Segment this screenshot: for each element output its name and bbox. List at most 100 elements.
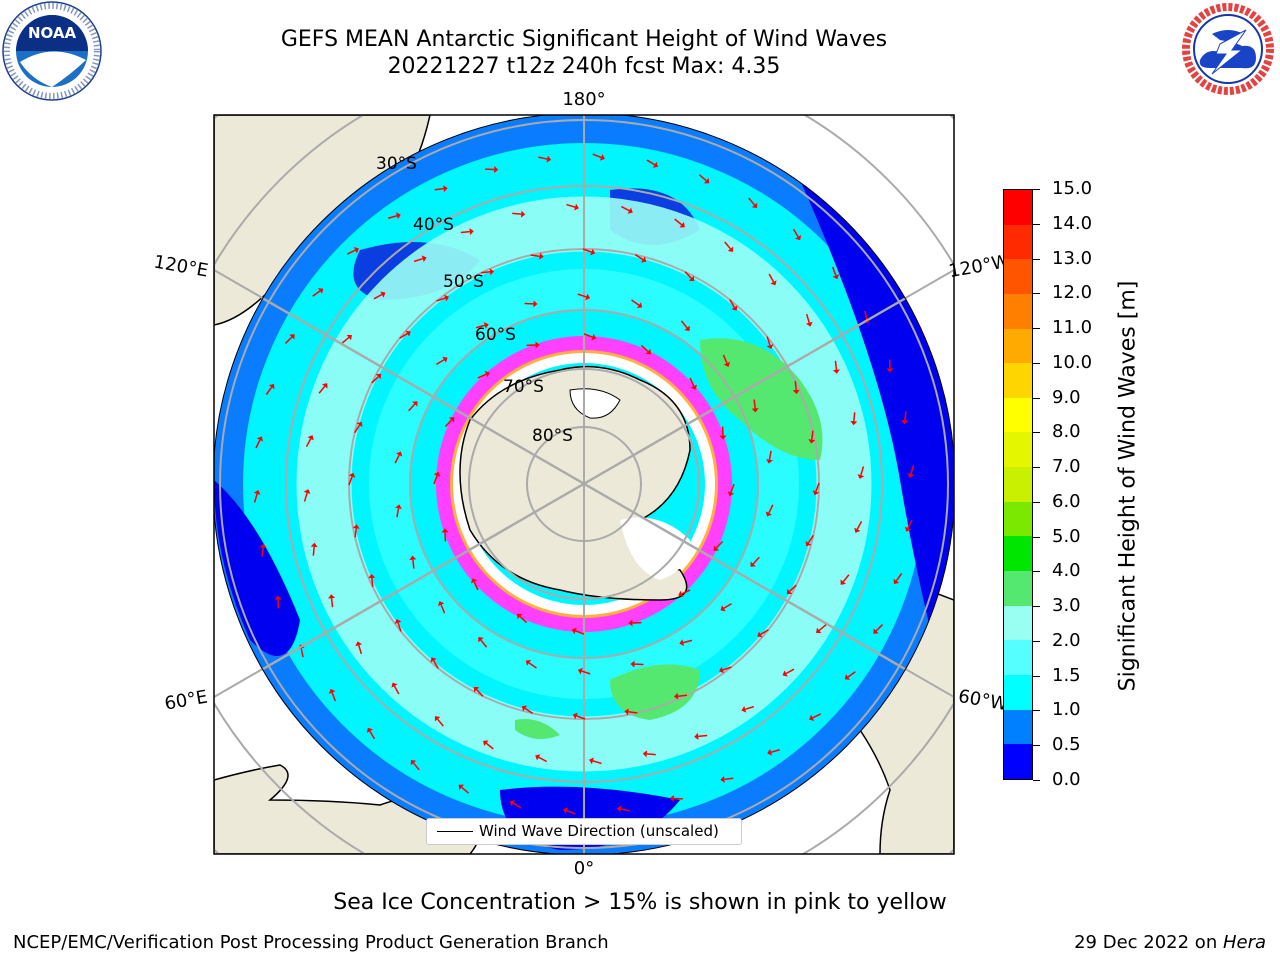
wind-arrow-shaft	[812, 713, 822, 719]
wind-arrow-head	[636, 302, 643, 309]
map-subtitle-forecast: 20221227 t12z 240h fcst Max: 4.35	[387, 54, 781, 79]
wind-arrow-head	[907, 473, 915, 478]
wind-arrow-shaft	[348, 476, 353, 486]
wind-arrow-head	[673, 692, 679, 700]
wind-arrow-head	[563, 807, 569, 814]
colorbar-tick-label: 13.0	[1052, 247, 1093, 269]
colorbar-tick-label: 2.0	[1052, 629, 1081, 651]
wind-arrow-shaft	[436, 359, 445, 365]
colorbar-tick-label: 0.5	[1052, 734, 1081, 756]
wind-arrow-head	[727, 246, 734, 252]
wind-arrow-shaft	[346, 249, 356, 255]
wind-arrow-head	[832, 274, 840, 280]
wind-arrow-head	[443, 185, 448, 193]
wind-arrow-shaft	[432, 660, 439, 669]
wind-arrow-head	[355, 641, 363, 647]
colorbar-tick-label: 10.0	[1052, 351, 1093, 373]
lon-label-120w: 120°W	[947, 251, 1011, 282]
colorbar-tick-mark	[1033, 571, 1040, 573]
wind-arrow-shaft	[255, 439, 261, 449]
wind-arrow-head	[765, 511, 772, 517]
wind-arrow-shaft	[907, 519, 913, 529]
wind-arrow-head	[353, 247, 359, 254]
wind-arrow-head	[669, 794, 674, 802]
wind-arrow-shaft	[330, 598, 334, 608]
wind-arrow-shaft	[677, 694, 687, 697]
wind-arrow-shaft	[807, 534, 814, 544]
footer-date: 29 Dec 2022 on Hera	[1074, 932, 1266, 953]
wind-arrow-shaft	[842, 574, 850, 583]
wind-arrow-shaft	[640, 344, 649, 353]
wind-arrow-head	[253, 490, 261, 495]
wind-arrow-shaft	[724, 777, 734, 781]
wind-arrow-head	[577, 667, 583, 675]
wind-arrow-head	[812, 490, 820, 496]
wind-arrow-shaft	[646, 159, 656, 166]
colorbar-segment	[1004, 605, 1032, 641]
wind-arrow-head	[356, 421, 363, 428]
wind-arrow-head	[307, 435, 314, 441]
wind-arrow-head	[751, 408, 759, 413]
wind-arrow-head	[375, 373, 382, 380]
colorbar-tick-label: 6.0	[1052, 490, 1081, 512]
lat-label-50s: 50°S	[443, 272, 484, 292]
colorbar-tick-mark	[1033, 675, 1040, 677]
wind-arrow-head	[421, 255, 427, 263]
wind-arrow-head	[520, 210, 526, 218]
wind-arrow-shaft	[480, 639, 488, 648]
wind-arrow-shaft	[436, 297, 446, 302]
wind-arrow-shaft	[512, 212, 522, 215]
wind-arrow-shaft	[680, 320, 688, 329]
wind-arrow-shaft	[519, 615, 528, 624]
wind-arrow-head	[348, 472, 356, 478]
wind-arrow-head	[441, 528, 449, 533]
wind-arrow-shaft	[408, 403, 416, 412]
wind-arrow-shaft	[582, 248, 592, 253]
wind-arrow-shaft	[388, 215, 398, 219]
colorbar-tick-mark	[1033, 189, 1040, 190]
wind-arrow-shaft	[768, 504, 774, 514]
colorbar-tick-mark	[1033, 606, 1040, 608]
wind-arrow-shaft	[856, 520, 863, 530]
wind-arrow-shaft	[818, 624, 827, 632]
wind-arrow-head	[840, 579, 846, 585]
wind-arrow-shaft	[895, 573, 903, 582]
wind-arrow-head	[854, 527, 861, 533]
wind-arrow-shaft	[792, 228, 799, 238]
wind-arrow-head	[395, 504, 402, 509]
wind-arrow-head	[850, 420, 858, 426]
colorbar-segment	[1004, 224, 1032, 260]
wind-arrow-head	[484, 370, 490, 378]
map-title: GEFS MEAN Antarctic Significant Height o…	[280, 27, 888, 52]
wind-arrow-head	[509, 800, 516, 807]
wind-arrow-head	[652, 161, 659, 168]
colorbar-tick-label: 7.0	[1052, 456, 1081, 478]
wind-arrow-shaft	[698, 734, 708, 738]
wind-arrow-shaft	[581, 670, 591, 675]
wind-arrow-shaft	[444, 419, 453, 428]
lat-label-80s: 80°S	[532, 426, 573, 446]
colorbar-segment	[1004, 709, 1032, 745]
wind-arrow-shaft	[620, 808, 630, 812]
wind-arrow-shaft	[723, 603, 732, 609]
wind-arrow-head	[751, 202, 758, 209]
wind-arrow-head	[808, 439, 816, 444]
lat-label-70s: 70°S	[503, 377, 544, 397]
wind-arrow-head	[437, 601, 445, 607]
colorbar-tick-label: 4.0	[1052, 560, 1081, 582]
wind-arrow-shaft	[341, 336, 350, 344]
wind-arrow-head	[624, 708, 629, 716]
wind-arrow-head	[473, 686, 480, 693]
wind-arrow-head	[546, 155, 552, 163]
wind-arrow-head	[572, 712, 578, 720]
wind-arrow-head	[571, 627, 577, 635]
lon-label-180: 180°	[562, 89, 605, 110]
wind-arrow-shaft	[284, 336, 293, 344]
lon-label-0: 0°	[574, 858, 594, 879]
wind-arrow-shaft	[831, 266, 837, 276]
wind-arrow-head	[809, 714, 815, 721]
wind-arrow-head	[368, 573, 376, 579]
colorbar-label: Significant Height of Wind Waves [m]	[1115, 280, 1141, 692]
wind-arrow-shaft	[475, 324, 485, 329]
colorbar-tick-label: 14.0	[1052, 212, 1093, 234]
